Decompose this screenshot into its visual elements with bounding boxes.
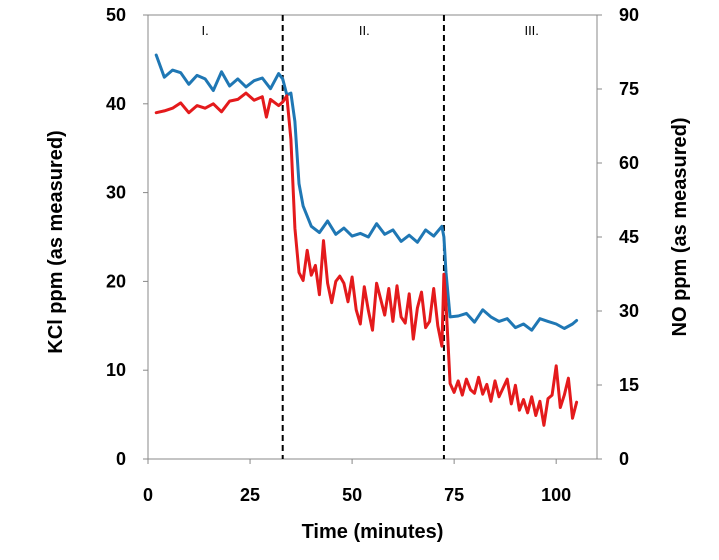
y-left-tick-label: 0 — [116, 449, 126, 469]
y-left-tick-label: 20 — [106, 271, 126, 291]
y-right-tick-label: 75 — [619, 79, 639, 99]
phase-label: I. — [202, 23, 209, 38]
y-right-tick-label: 15 — [619, 375, 639, 395]
series-line-red — [154, 91, 579, 427]
series-line-blue — [154, 53, 579, 332]
y-right-tick-label: 45 — [619, 227, 639, 247]
x-tick-label: 0 — [143, 485, 153, 505]
phase-label: II. — [359, 23, 370, 38]
y-left-tick-label: 40 — [106, 94, 126, 114]
y-left-tick-label: 10 — [106, 360, 126, 380]
x-tick-label: 25 — [240, 485, 260, 505]
plot-area — [147, 14, 598, 460]
y-left-tick-label: 50 — [106, 5, 126, 25]
y-right-tick-label: 60 — [619, 153, 639, 173]
y-right-tick-label: 90 — [619, 5, 639, 25]
x-tick-label: 75 — [444, 485, 464, 505]
y-right-tick-label: 0 — [619, 449, 629, 469]
x-tick-label: 50 — [342, 485, 362, 505]
phase-label: III. — [524, 23, 538, 38]
y-right-axis-title: NO ppm (as measured) — [669, 118, 691, 337]
x-tick-label: 100 — [541, 485, 571, 505]
y-left-tick-label: 30 — [106, 183, 126, 203]
x-axis-title: Time (minutes) — [302, 521, 444, 543]
y-right-tick-label: 30 — [619, 301, 639, 321]
y-left-axis-title: KCl ppm (as measured) — [45, 130, 67, 353]
